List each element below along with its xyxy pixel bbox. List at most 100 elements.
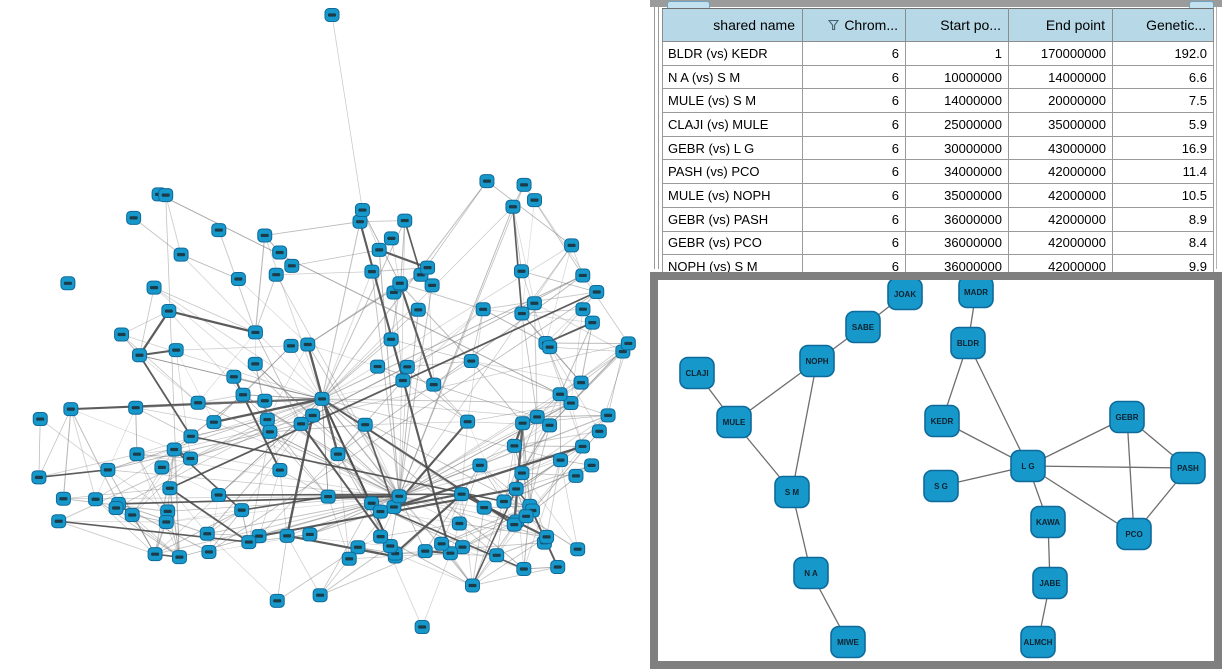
overview-node[interactable] bbox=[158, 515, 174, 530]
overview-node[interactable] bbox=[88, 492, 104, 507]
overview-node[interactable] bbox=[302, 527, 318, 542]
overview-node[interactable] bbox=[516, 177, 532, 192]
network-node-PCO[interactable]: PCO bbox=[1116, 517, 1152, 551]
overview-node[interactable] bbox=[171, 550, 187, 565]
column-header-genetic---[interactable]: Genetic... bbox=[1112, 8, 1214, 42]
overview-node[interactable] bbox=[235, 387, 251, 402]
overview-node[interactable] bbox=[247, 356, 263, 371]
overview-node[interactable] bbox=[268, 267, 284, 282]
overview-node[interactable] bbox=[399, 359, 415, 374]
network-node-BLDR[interactable]: BLDR bbox=[950, 326, 986, 360]
overview-node[interactable] bbox=[383, 332, 399, 347]
overview-node[interactable] bbox=[539, 529, 555, 544]
overview-node[interactable] bbox=[293, 416, 309, 431]
overview-node[interactable] bbox=[161, 304, 177, 319]
overview-node[interactable] bbox=[63, 402, 79, 417]
network-edge-GEBR-PCO[interactable] bbox=[1126, 416, 1135, 535]
network-node-MIWE[interactable]: MIWE bbox=[830, 625, 866, 659]
overview-node[interactable] bbox=[575, 439, 591, 454]
overview-node[interactable] bbox=[154, 460, 170, 475]
overview-node[interactable] bbox=[563, 396, 579, 411]
overview-node[interactable] bbox=[526, 296, 542, 311]
network-node-SG[interactable]: S G bbox=[923, 469, 959, 503]
overview-node[interactable] bbox=[183, 429, 199, 444]
overview-node[interactable] bbox=[472, 458, 488, 473]
overview-node[interactable] bbox=[341, 551, 357, 566]
overview-node[interactable] bbox=[324, 8, 340, 22]
network-node-KAWA[interactable]: KAWA bbox=[1030, 505, 1066, 539]
overview-node[interactable] bbox=[526, 193, 542, 208]
overview-node[interactable] bbox=[364, 264, 380, 279]
overview-node[interactable] bbox=[489, 548, 505, 563]
overview-node[interactable] bbox=[51, 514, 67, 529]
overview-node[interactable] bbox=[397, 213, 413, 228]
overview-node[interactable] bbox=[506, 517, 522, 532]
overview-node[interactable] bbox=[199, 526, 215, 541]
overview-node[interactable] bbox=[584, 315, 600, 330]
overview-node[interactable] bbox=[464, 578, 480, 593]
network-node-LG[interactable]: L G bbox=[1010, 449, 1046, 483]
overview-node[interactable] bbox=[591, 424, 607, 439]
overview-node[interactable] bbox=[211, 488, 227, 503]
overview-node[interactable] bbox=[190, 395, 206, 410]
overview-node[interactable] bbox=[300, 337, 316, 352]
overview-node[interactable] bbox=[382, 538, 398, 553]
overview-node[interactable] bbox=[373, 529, 389, 544]
overview-node[interactable] bbox=[496, 494, 512, 509]
table-row[interactable]: MULE (vs) S M 6 14000000 20000000 7.5 bbox=[662, 88, 1214, 114]
network-edge-LG-PASH[interactable] bbox=[1027, 465, 1189, 469]
overview-node[interactable] bbox=[32, 412, 48, 427]
overview-node[interactable] bbox=[454, 487, 470, 502]
overview-node[interactable] bbox=[166, 442, 182, 457]
overview-node[interactable] bbox=[508, 481, 524, 496]
network-node-NA[interactable]: N A bbox=[793, 556, 829, 590]
overview-node[interactable] bbox=[542, 340, 558, 355]
overview-node[interactable] bbox=[417, 544, 433, 559]
overview-node[interactable] bbox=[410, 302, 426, 317]
overview-node[interactable] bbox=[564, 238, 580, 253]
overview-node[interactable] bbox=[514, 264, 530, 279]
network-node-SABE[interactable]: SABE bbox=[845, 310, 881, 344]
overview-node[interactable] bbox=[206, 415, 222, 430]
network-node-JOAK[interactable]: JOAK bbox=[887, 280, 923, 311]
table-row[interactable]: BLDR (vs) KEDR 6 1 170000000 192.0 bbox=[662, 41, 1214, 66]
overview-node[interactable] bbox=[371, 242, 387, 257]
overview-node[interactable] bbox=[552, 387, 568, 402]
overview-node[interactable] bbox=[55, 491, 71, 506]
overview-node[interactable] bbox=[476, 500, 492, 515]
overview-node[interactable] bbox=[463, 354, 479, 369]
scrollbar-thumb-right[interactable] bbox=[1189, 1, 1214, 8]
overview-node[interactable] bbox=[514, 466, 530, 481]
overview-node[interactable] bbox=[259, 412, 275, 427]
table-row[interactable]: PASH (vs) PCO 6 34000000 42000000 11.4 bbox=[662, 159, 1214, 185]
network-node-MULE[interactable]: MULE bbox=[716, 405, 752, 439]
overview-node[interactable] bbox=[516, 561, 532, 576]
column-header-end-point[interactable]: End point bbox=[1008, 8, 1113, 42]
overview-node[interactable] bbox=[357, 417, 373, 432]
overview-node[interactable] bbox=[426, 377, 442, 392]
table-row[interactable]: MULE (vs) NOPH 6 35000000 42000000 10.5 bbox=[662, 183, 1214, 208]
scrollbar-thumb-left[interactable] bbox=[667, 1, 710, 8]
overview-node[interactable] bbox=[395, 373, 411, 388]
overview-node[interactable] bbox=[284, 258, 300, 273]
overview-node[interactable] bbox=[570, 542, 586, 557]
overview-node[interactable] bbox=[330, 447, 346, 462]
overview-node[interactable] bbox=[128, 400, 144, 415]
overview-node[interactable] bbox=[132, 348, 148, 363]
overview-node[interactable] bbox=[283, 338, 299, 353]
overview-node[interactable] bbox=[352, 214, 368, 229]
overview-node[interactable] bbox=[305, 408, 321, 423]
network-node-ALMCH[interactable]: ALMCH bbox=[1020, 625, 1056, 659]
overview-node[interactable] bbox=[257, 228, 273, 243]
overview-node[interactable] bbox=[515, 416, 531, 431]
column-header-start-po---[interactable]: Start po... bbox=[905, 8, 1009, 42]
overview-node[interactable] bbox=[272, 245, 288, 260]
overview-node[interactable] bbox=[460, 414, 476, 429]
overview-node[interactable] bbox=[350, 540, 366, 555]
overview-node[interactable] bbox=[146, 280, 162, 295]
overview-node[interactable] bbox=[383, 231, 399, 246]
table-row[interactable]: GEBR (vs) L G 6 30000000 43000000 16.9 bbox=[662, 135, 1214, 161]
overview-node[interactable] bbox=[392, 276, 408, 291]
network-node-NOPH[interactable]: NOPH bbox=[799, 344, 835, 378]
overview-node[interactable] bbox=[434, 536, 450, 551]
